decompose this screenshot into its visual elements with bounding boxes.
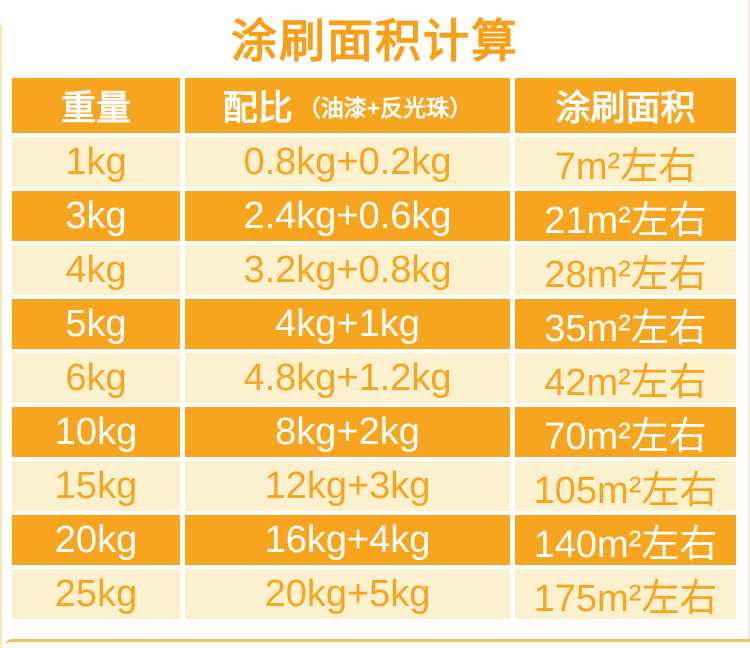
column-header-ratio-note: （油漆+反光珠） bbox=[297, 94, 473, 121]
coverage-table: 重量 配比 （油漆+反光珠） 涂刷面积 1kg 0.8kg+0.2kg 7m²左… bbox=[12, 78, 736, 620]
cell-weight: 10kg bbox=[12, 407, 180, 457]
column-header-ratio-label: 配比 bbox=[222, 89, 293, 128]
cell-weight: 3kg bbox=[12, 191, 180, 241]
table-row: 4kg 3.2kg+0.8kg 28m²左右 bbox=[12, 245, 736, 296]
cell-ratio: 8kg+2kg bbox=[185, 407, 510, 457]
column-header-area: 涂刷面积 bbox=[515, 78, 736, 133]
table-row: 10kg 8kg+2kg 70m²左右 bbox=[12, 407, 736, 458]
cell-weight: 5kg bbox=[12, 299, 180, 349]
cell-weight: 6kg bbox=[12, 353, 180, 403]
cell-area: 21m²左右 bbox=[515, 191, 736, 242]
column-header-ratio: 配比 （油漆+反光珠） bbox=[185, 78, 510, 133]
table-header-row: 重量 配比 （油漆+反光珠） 涂刷面积 bbox=[12, 78, 736, 133]
cell-area: 70m²左右 bbox=[515, 407, 736, 458]
cell-area: 42m²左右 bbox=[515, 353, 736, 404]
page-left-border bbox=[0, 25, 2, 648]
table-row: 15kg 12kg+3kg 105m²左右 bbox=[12, 461, 736, 512]
column-header-weight: 重量 bbox=[12, 78, 180, 133]
table-row: 25kg 20kg+5kg 175m²左右 bbox=[12, 569, 736, 620]
cell-weight: 4kg bbox=[12, 245, 180, 295]
cell-ratio: 20kg+5kg bbox=[185, 569, 510, 619]
cell-weight: 20kg bbox=[12, 515, 180, 565]
cell-weight: 25kg bbox=[12, 569, 180, 619]
page-title: 涂刷面积计算 bbox=[231, 15, 519, 67]
cell-area: 105m²左右 bbox=[515, 461, 736, 512]
column-header-weight-label: 重量 bbox=[60, 89, 131, 128]
cell-ratio: 12kg+3kg bbox=[185, 461, 510, 511]
bottom-divider bbox=[6, 639, 750, 648]
table-row: 6kg 4.8kg+1.2kg 42m²左右 bbox=[12, 353, 736, 404]
table-row: 3kg 2.4kg+0.6kg 21m²左右 bbox=[12, 191, 736, 242]
cell-area: 28m²左右 bbox=[515, 245, 736, 296]
cell-area: 35m²左右 bbox=[515, 299, 736, 350]
cell-ratio: 3.2kg+0.8kg bbox=[185, 245, 510, 295]
cell-ratio: 4.8kg+1.2kg bbox=[185, 353, 510, 403]
table-row: 1kg 0.8kg+0.2kg 7m²左右 bbox=[12, 137, 736, 188]
cell-ratio: 2.4kg+0.6kg bbox=[185, 191, 510, 241]
cell-weight: 1kg bbox=[12, 137, 180, 187]
cell-weight: 15kg bbox=[12, 461, 180, 511]
cell-ratio: 16kg+4kg bbox=[185, 515, 510, 565]
cell-ratio: 0.8kg+0.2kg bbox=[185, 137, 510, 187]
cell-area: 140m²左右 bbox=[515, 515, 736, 566]
cell-area: 175m²左右 bbox=[515, 569, 736, 620]
table-row: 20kg 16kg+4kg 140m²左右 bbox=[12, 515, 736, 566]
page-right-border bbox=[748, 0, 750, 648]
cell-ratio: 4kg+1kg bbox=[185, 299, 510, 349]
cell-area: 7m²左右 bbox=[515, 137, 736, 188]
table-row: 5kg 4kg+1kg 35m²左右 bbox=[12, 299, 736, 350]
column-header-area-label: 涂刷面积 bbox=[555, 89, 696, 128]
